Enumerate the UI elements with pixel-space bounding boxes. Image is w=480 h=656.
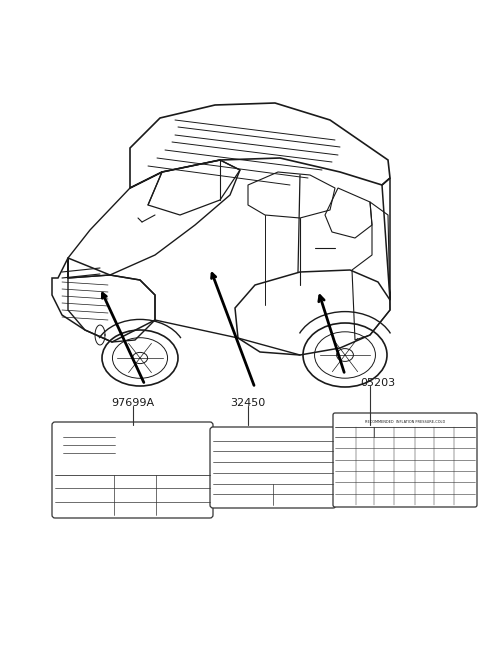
Text: 32450: 32450 <box>230 398 265 408</box>
Text: RECOMMENDED  INFLATION PRESSURE-COLD: RECOMMENDED INFLATION PRESSURE-COLD <box>365 420 445 424</box>
FancyBboxPatch shape <box>52 422 213 518</box>
Text: 05203: 05203 <box>360 378 395 388</box>
Text: 97699A: 97699A <box>111 398 155 408</box>
FancyBboxPatch shape <box>333 413 477 507</box>
FancyBboxPatch shape <box>210 427 336 508</box>
